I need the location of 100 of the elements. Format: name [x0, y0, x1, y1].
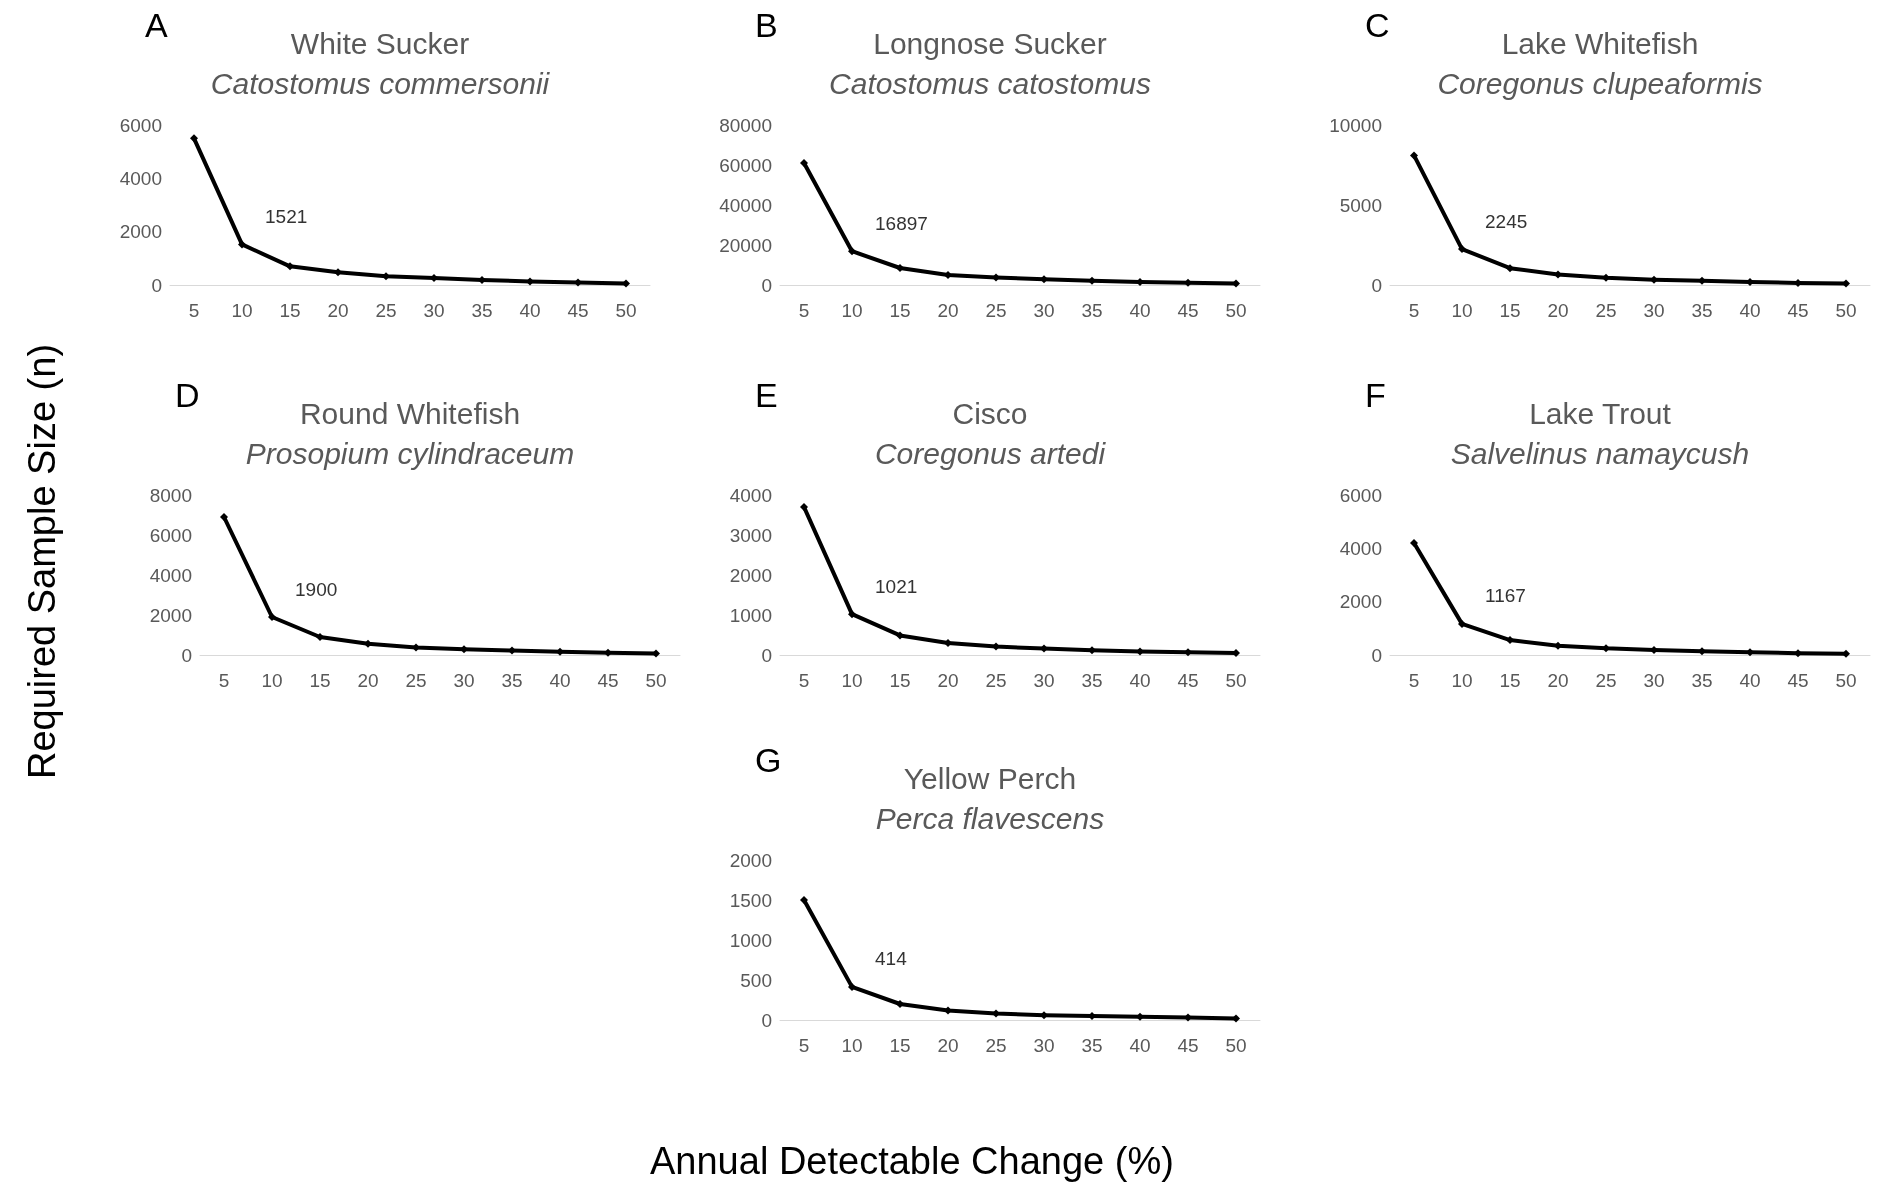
x-tick-label: 5 [188, 300, 200, 321]
point [1650, 645, 1658, 654]
x-tick-label: 10 [1451, 300, 1473, 321]
point [412, 643, 420, 652]
y-tick-label: 6000 [119, 114, 162, 136]
point [1842, 649, 1850, 658]
y-tick-label: 8000 [149, 484, 192, 506]
point [478, 275, 486, 284]
x-tick-label: 20 [327, 300, 349, 321]
point [604, 648, 612, 657]
x-tick-label: 15 [1499, 300, 1521, 321]
x-tick-label: 40 [1129, 300, 1151, 321]
x-tick-label: 10 [1451, 670, 1473, 691]
x-tick-label: 45 [1787, 300, 1809, 321]
x-tick-label: 45 [1177, 670, 1199, 691]
annotation: 16897 [875, 212, 928, 234]
x-tick-label: 10 [261, 670, 283, 691]
x-tick-label: 20 [1547, 300, 1569, 321]
point [848, 982, 856, 991]
point [992, 273, 1000, 282]
text: G [755, 741, 782, 779]
x-tick-label: 45 [597, 670, 619, 691]
text: E [755, 376, 778, 414]
annotation: 1521 [265, 205, 308, 227]
point [286, 262, 294, 271]
x-tick-label: 20 [1547, 670, 1569, 691]
point [848, 247, 856, 256]
x-tick-label: 35 [1691, 670, 1713, 691]
chart-title: Lake Trout [1529, 396, 1672, 430]
x-tick-label: 30 [1643, 300, 1665, 321]
x-tick-label: 50 [1225, 670, 1247, 691]
point [526, 277, 534, 286]
y-tick-label: 4000 [119, 167, 162, 189]
chart-title: Round Whitefish [299, 396, 521, 430]
chart-title: Cisco [952, 396, 1028, 430]
y-axis-title: Required Sample Size (n) [21, 343, 65, 780]
point [944, 639, 952, 647]
point [364, 639, 372, 648]
point [622, 279, 630, 288]
y-tick-label: 0 [761, 1009, 772, 1031]
chart-title: Yellow Perch [903, 761, 1077, 795]
y-tick-label: 3000 [729, 524, 772, 546]
point [1040, 1011, 1048, 1020]
x-tick-label: 40 [1129, 1035, 1151, 1056]
x-tick-label: 30 [453, 670, 475, 691]
x-tick-label: 45 [1177, 300, 1199, 321]
y-tick-label: 1000 [729, 604, 772, 626]
x-tick-label: 40 [519, 300, 541, 321]
point [1506, 636, 1514, 645]
x-tick-label: 30 [1033, 1035, 1055, 1056]
x-tick-label: 25 [985, 1035, 1007, 1056]
chart-subtitle: Catostomus commersonii [210, 66, 551, 100]
point [574, 278, 582, 287]
x-axis-title: Annual Detectable Change (%) [650, 1140, 1174, 1183]
point [1040, 644, 1048, 653]
point [190, 134, 198, 143]
point [1458, 619, 1466, 628]
x-tick-label: 5 [1408, 670, 1420, 691]
y-tick-label: 500 [740, 969, 772, 991]
y-tick-label: 6000 [1339, 484, 1382, 506]
x-tick-label: 25 [405, 670, 427, 691]
y-tick-label: 40000 [719, 194, 772, 216]
text: F [1365, 376, 1386, 414]
point [460, 645, 468, 654]
x-tick-label: 50 [1225, 300, 1247, 321]
y-tick-label: 0 [181, 644, 192, 666]
point [800, 159, 808, 167]
y-tick-label: 0 [761, 644, 772, 666]
y-tick-label: 4000 [729, 484, 772, 506]
point [1184, 278, 1192, 287]
x-tick-label: 5 [798, 300, 810, 321]
x-tick-label: 10 [841, 300, 863, 321]
x-tick-label: 10 [841, 670, 863, 691]
chart-title: Lake Whitefish [1501, 26, 1699, 60]
point [1698, 647, 1706, 656]
y-tick-label: 10000 [1329, 114, 1382, 136]
point [508, 646, 516, 655]
x-tick-label: 5 [218, 670, 230, 691]
y-tick-label: 80000 [719, 114, 772, 136]
y-tick-label: 2000 [149, 604, 192, 626]
point [896, 631, 904, 640]
annotation: 1021 [875, 575, 918, 597]
chart-subtitle: Catostomus catostomus [829, 66, 1151, 100]
x-tick-label: 5 [798, 1035, 810, 1056]
x-tick-label: 15 [1499, 670, 1521, 691]
text: B [755, 6, 778, 44]
y-tick-label: 0 [1371, 644, 1382, 666]
x-tick-label: 50 [1835, 670, 1857, 691]
x-tick-label: 25 [375, 300, 397, 321]
point [268, 613, 276, 621]
point [896, 264, 904, 272]
point [1184, 1013, 1192, 1022]
y-tick-label: 2000 [1339, 591, 1382, 613]
point [1232, 1014, 1240, 1023]
point [800, 896, 808, 904]
x-tick-label: 35 [1081, 300, 1103, 321]
point [1554, 641, 1562, 650]
point [1088, 276, 1096, 285]
point [1232, 279, 1240, 288]
y-tick-label: 2000 [729, 564, 772, 586]
